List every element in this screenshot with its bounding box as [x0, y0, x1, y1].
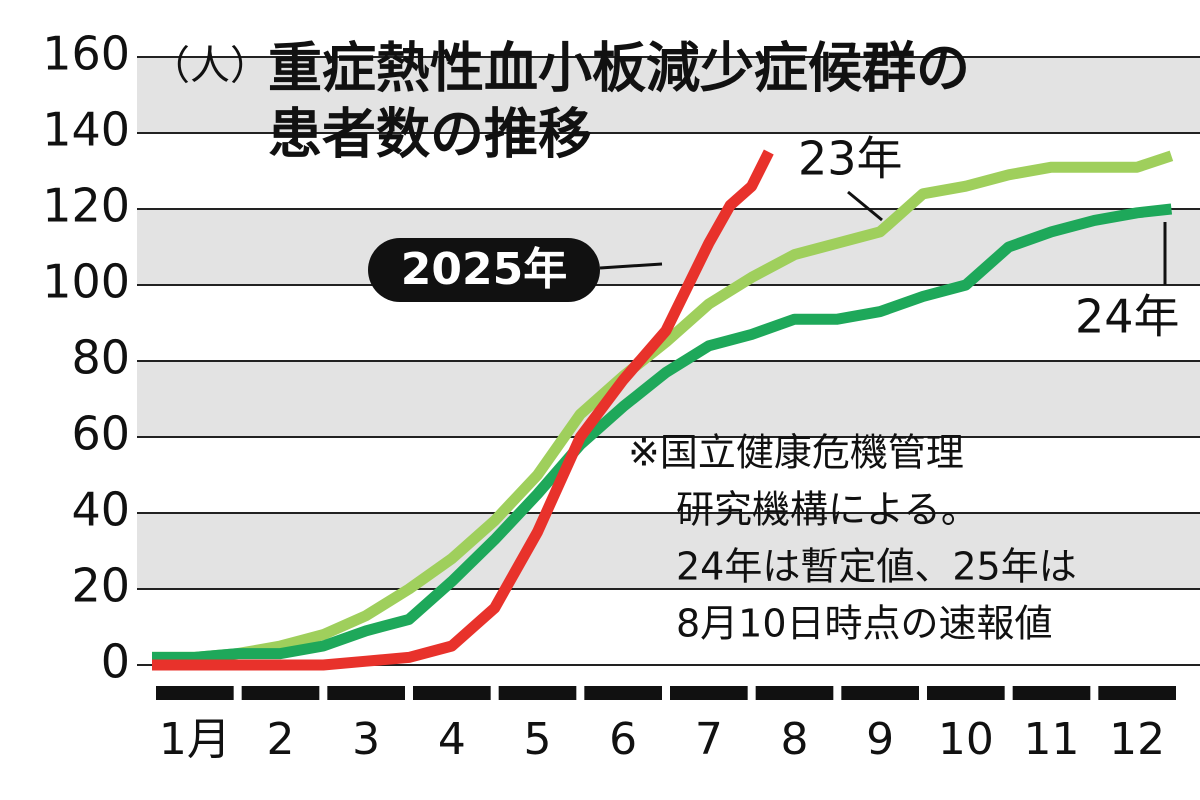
x-tick-label: 6 — [609, 714, 637, 765]
month-bar — [584, 686, 662, 700]
leader-line — [847, 190, 883, 222]
chart-title: 患者数の推移 — [268, 103, 592, 166]
x-tick-label: 2 — [267, 714, 295, 765]
x-tick-label: 9 — [866, 714, 894, 765]
month-bar — [327, 686, 405, 700]
month-bar — [1012, 686, 1091, 700]
month-bar — [927, 686, 1005, 700]
x-tick-label: 4 — [438, 714, 466, 765]
y-unit: （人） — [150, 43, 270, 89]
legend-label: 23年 — [798, 132, 903, 186]
y-tick-label: 80 — [71, 331, 130, 385]
x-axis: 1月 2 3 4 5 6 7 8 9 10 11 12 — [156, 686, 1176, 765]
leader-line — [599, 262, 663, 270]
grid: 0 20 40 60 80 100 120 140 160 — [42, 27, 1200, 689]
x-tick-label: 8 — [781, 714, 809, 765]
x-tick-label: 5 — [524, 714, 552, 765]
x-tick-label: 11 — [1024, 714, 1080, 765]
y-tick-label: 100 — [42, 255, 130, 309]
note-line: 8月10日時点の速報値 — [676, 602, 1053, 646]
month-bar — [241, 686, 320, 700]
month-bar — [156, 686, 234, 700]
note-line: ※国立健康危機管理 — [628, 431, 964, 475]
month-bar — [498, 686, 577, 700]
y-tick-label: 120 — [42, 179, 130, 233]
grid-band — [137, 513, 1200, 589]
x-tick-label: 7 — [695, 714, 723, 765]
series-line — [152, 203, 1173, 663]
y-tick-label: 140 — [42, 103, 130, 157]
note-line: 研究機構による。 — [676, 488, 979, 532]
legend-label: 2025年 — [401, 244, 567, 295]
month-bar — [413, 686, 491, 700]
y-tick-label: 20 — [71, 559, 130, 613]
label-pill — [368, 238, 600, 302]
y-tick-label: 60 — [71, 407, 130, 461]
month-bar — [755, 686, 834, 700]
month-bar — [841, 686, 919, 700]
grid-band — [137, 57, 1200, 133]
x-tick-label: 3 — [352, 714, 380, 765]
month-bar — [670, 686, 748, 700]
lines — [152, 149, 1174, 671]
x-tick-label: 1月 — [159, 714, 231, 765]
y-tick-label: 40 — [71, 483, 130, 537]
legend-label: 24年 — [1075, 290, 1180, 344]
grid-band — [137, 209, 1200, 285]
chart-title: 重症熱性血小板減少症候群の — [268, 37, 970, 100]
y-tick-label: 160 — [42, 27, 130, 81]
x-tick-label: 12 — [1109, 714, 1165, 765]
note-line: 24年は暫定値、25年は — [676, 545, 1077, 589]
month-bar — [1098, 686, 1176, 700]
series-line — [152, 149, 774, 671]
x-tick-label: 10 — [938, 714, 994, 765]
series-line — [152, 150, 1174, 663]
y-tick-label: 0 — [101, 635, 130, 689]
